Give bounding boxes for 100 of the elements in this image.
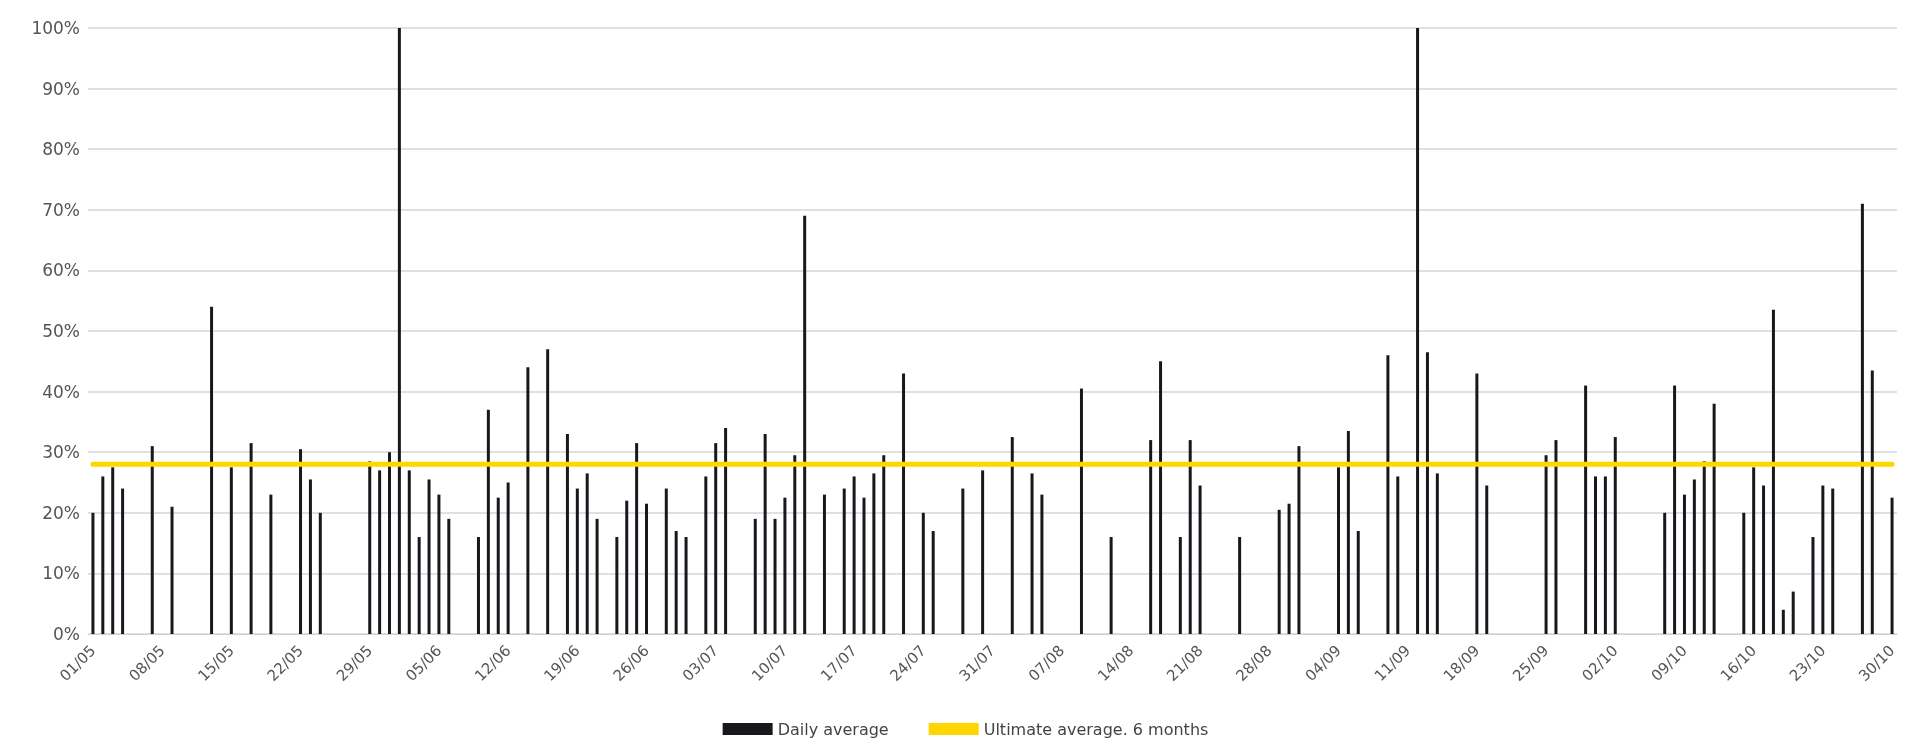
bar xyxy=(486,409,490,634)
bar xyxy=(1771,309,1775,634)
y-tick-label: 80% xyxy=(42,139,80,160)
bar xyxy=(388,452,391,634)
bar xyxy=(496,497,500,634)
bar xyxy=(299,449,303,634)
y-tick-label: 30% xyxy=(42,442,80,463)
bar xyxy=(1712,403,1716,634)
bar xyxy=(921,512,925,634)
bar xyxy=(1109,537,1113,634)
bar xyxy=(1890,497,1894,634)
bar xyxy=(526,367,530,634)
bar xyxy=(714,443,718,634)
bar xyxy=(407,470,411,634)
bar xyxy=(1346,430,1350,634)
bar xyxy=(565,434,569,634)
y-tick-label: 70% xyxy=(42,199,80,220)
bar xyxy=(249,443,253,634)
bar xyxy=(1030,473,1034,634)
bar xyxy=(397,28,401,634)
bar xyxy=(1396,476,1400,634)
bar xyxy=(931,530,935,634)
bar xyxy=(1425,352,1429,634)
bar xyxy=(872,473,876,634)
bar xyxy=(1663,512,1667,634)
bar xyxy=(1692,479,1696,634)
bar xyxy=(447,518,451,634)
bar xyxy=(1277,509,1281,634)
bar xyxy=(437,494,441,634)
bar xyxy=(1584,385,1588,634)
bar xyxy=(476,537,480,634)
bar xyxy=(1870,370,1874,634)
bar xyxy=(783,497,787,634)
bar xyxy=(1752,467,1756,634)
bar xyxy=(1544,455,1548,634)
bar xyxy=(674,530,678,634)
bar xyxy=(615,537,619,634)
bar xyxy=(91,512,95,634)
bar xyxy=(704,476,708,634)
bar xyxy=(773,518,777,634)
bar xyxy=(368,461,372,634)
bar xyxy=(852,476,856,634)
y-tick-label: 50% xyxy=(42,321,80,341)
bar xyxy=(417,537,421,634)
bar xyxy=(724,427,728,634)
bar xyxy=(1336,467,1340,634)
bar xyxy=(1010,437,1014,634)
bar xyxy=(1831,488,1835,634)
bar xyxy=(1781,609,1785,634)
bar xyxy=(882,455,886,634)
bar xyxy=(1475,373,1479,634)
bar xyxy=(1416,28,1420,634)
bar xyxy=(684,537,688,634)
bar xyxy=(842,488,846,634)
y-tick-label: 60% xyxy=(42,260,80,281)
bar xyxy=(1860,203,1864,634)
bar xyxy=(1821,485,1825,634)
bar xyxy=(269,494,273,634)
bar xyxy=(1682,494,1686,634)
bar xyxy=(378,470,382,634)
bar xyxy=(121,488,125,634)
bar xyxy=(1149,440,1153,634)
bar xyxy=(902,373,906,634)
bar xyxy=(1178,537,1182,634)
bar xyxy=(1742,512,1746,634)
y-tick-label: 20% xyxy=(42,502,80,523)
bar xyxy=(1159,361,1163,634)
bar xyxy=(862,497,866,634)
bar xyxy=(1702,461,1706,634)
y-tick-label: 40% xyxy=(42,381,80,402)
bar xyxy=(546,349,550,634)
bar xyxy=(753,518,757,634)
y-tick-label: 10% xyxy=(42,563,80,584)
bar xyxy=(101,476,105,634)
bar xyxy=(150,446,154,634)
bar xyxy=(645,503,649,634)
bar xyxy=(585,473,589,634)
bar xyxy=(1386,355,1390,634)
bar xyxy=(1079,388,1083,634)
bar xyxy=(111,467,115,634)
bar xyxy=(803,215,807,634)
bar xyxy=(1811,537,1815,634)
bar xyxy=(1603,476,1607,634)
y-tick-label: 100% xyxy=(31,18,80,38)
bar xyxy=(664,488,668,634)
legend-label: Daily average xyxy=(777,719,889,739)
bar xyxy=(635,443,639,634)
bar xyxy=(625,500,629,634)
bar xyxy=(1198,485,1202,634)
bar xyxy=(1594,476,1597,634)
y-tick-label: 0% xyxy=(53,624,80,644)
bar xyxy=(595,518,599,634)
bar xyxy=(1435,473,1439,634)
bar xyxy=(210,306,214,634)
bar xyxy=(1040,494,1044,634)
bar xyxy=(763,434,767,634)
bar xyxy=(822,494,826,634)
bar xyxy=(575,488,579,634)
bar xyxy=(1762,485,1766,634)
bar xyxy=(308,479,312,634)
